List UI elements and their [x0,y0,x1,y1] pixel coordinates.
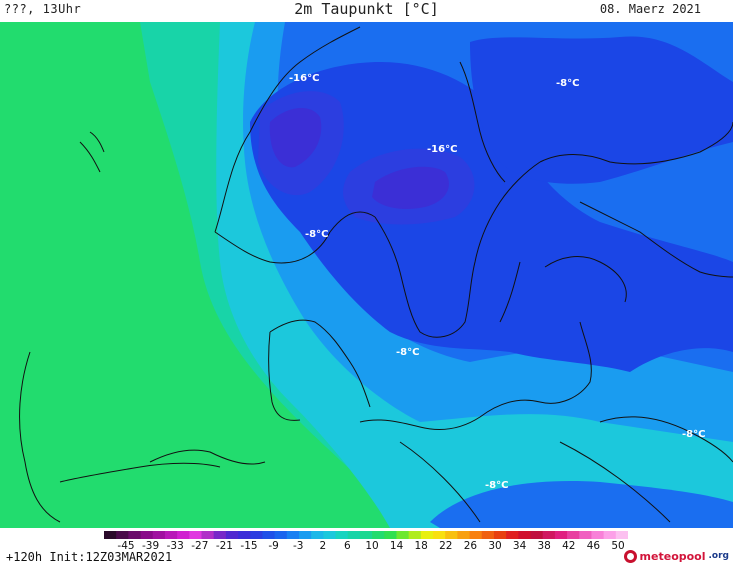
color-scale-tick: -45 [117,540,135,552]
coastlines [19,26,733,523]
label-skagerrak: -8°C [305,229,328,240]
label-min-norway: -16°C [289,73,319,84]
color-scale-tick: 42 [562,540,576,552]
color-scale-tick: 26 [463,540,478,552]
color-scale-swatch [384,531,398,539]
color-scale-swatch [493,531,507,539]
field-violet-2 [372,166,449,209]
field-blue-lower [430,481,733,528]
valid-time: ???, 13Uhr [4,2,82,16]
dewpoint-map: -16°C -8°C -16°C -8°C -8°C -8°C -8°C [0,22,733,528]
meteopool-logo[interactable]: meteopool .org [623,548,729,564]
color-scale-swatch [347,531,361,539]
label-poland: -8°C [485,480,508,491]
color-scale-swatch [152,531,166,539]
footer: -45 -39 -33 -27 -21 -15 -9 -3 2 6 10 14 18 22 26 30 34 38… [0,528,733,566]
color-scale-tick: 46 [586,540,601,552]
color-scale-swatch [445,531,458,539]
color-scale-swatch [286,531,300,539]
color-scale-tick: -3 [292,540,304,552]
field-violet-1 [269,107,322,168]
color-scale-swatch [250,531,264,539]
field-deepblue-north [470,36,733,184]
color-scale-swatch [567,531,580,539]
color-scale-swatch [615,531,628,539]
color-scale-swatch [603,531,617,539]
color-scale-swatch [128,531,142,539]
logo-text: meteopool [639,549,706,563]
color-scale-tick: 30 [488,540,502,552]
color-scale-bar [104,531,628,539]
color-scale-swatch [359,531,373,539]
label-finland: -8°C [556,78,579,89]
color-scale-swatch [238,531,251,539]
color-scale-swatch [518,531,532,539]
color-scale-tick: 38 [537,540,551,552]
color-scale-tick: 34 [512,540,527,552]
color-scale-swatch [335,531,349,539]
color-scale-swatch [189,531,203,539]
color-scale-swatch [323,531,337,539]
color-scale-tick: 22 [439,540,453,552]
color-scale-tick: 14 [389,540,404,552]
color-scale-swatch [298,531,312,539]
color-scale-swatch [457,531,471,539]
color-scale-swatch [408,531,422,539]
color-scale-swatch [104,531,117,539]
color-scale-tick: 2 [319,540,327,552]
color-scale-swatch [396,531,410,539]
label-east: -8°C [682,429,705,440]
color-scale-tick: -15 [240,540,258,552]
color-scale-swatch [116,531,129,539]
color-scale-tick: -33 [166,540,184,552]
color-scale-tick: -21 [215,540,233,552]
color-scale-swatch [140,531,154,539]
color-scale-tick: 18 [414,540,428,552]
color-scale-swatch [579,531,593,539]
color-scale-tick: -39 [142,540,160,552]
color-scale-tick: -9 [268,540,279,552]
map-title: 2m Taupunkt [°C] [294,0,439,18]
label-min-sweden: -16°C [427,144,457,155]
color-scale-swatch [591,531,605,539]
logo-tld: .org [708,551,729,561]
color-scale-swatch [311,531,324,539]
color-scale-tick: 6 [344,540,351,552]
color-scale-tick: 10 [365,540,379,552]
color-scale-swatch [433,531,446,539]
label-baltic: -8°C [396,347,419,358]
color-scale-swatch [262,531,276,539]
color-scale-tick: 50 [611,540,625,552]
color-scale-swatch [420,531,434,539]
color-scale-swatch [225,531,239,539]
valid-date: 08. Maerz 2021 [599,2,701,16]
color-scale-swatch [213,531,227,539]
color-scale-swatch [274,531,288,539]
color-scale-swatch [554,531,568,539]
forecast-run-info: +120h Init:12Z03MAR2021 [6,550,173,564]
color-scale-swatch [201,531,215,539]
header: ???, 13Uhr 2m Taupunkt [°C] 08. Maerz 20… [0,0,733,22]
map-labels: -16°C -8°C -16°C -8°C -8°C -8°C -8°C [289,73,705,491]
color-scale-swatch [542,531,556,539]
color-scale-swatch [469,531,483,539]
color-scale-swatch [481,531,495,539]
color-scale-swatch [506,531,519,539]
color-scale-swatch [177,531,190,539]
meteopool-logo-icon [623,549,637,563]
color-scale-swatch [164,531,178,539]
color-scale-swatch [530,531,544,539]
color-scale-tick: -27 [191,540,209,552]
color-scale-swatch [372,531,385,539]
